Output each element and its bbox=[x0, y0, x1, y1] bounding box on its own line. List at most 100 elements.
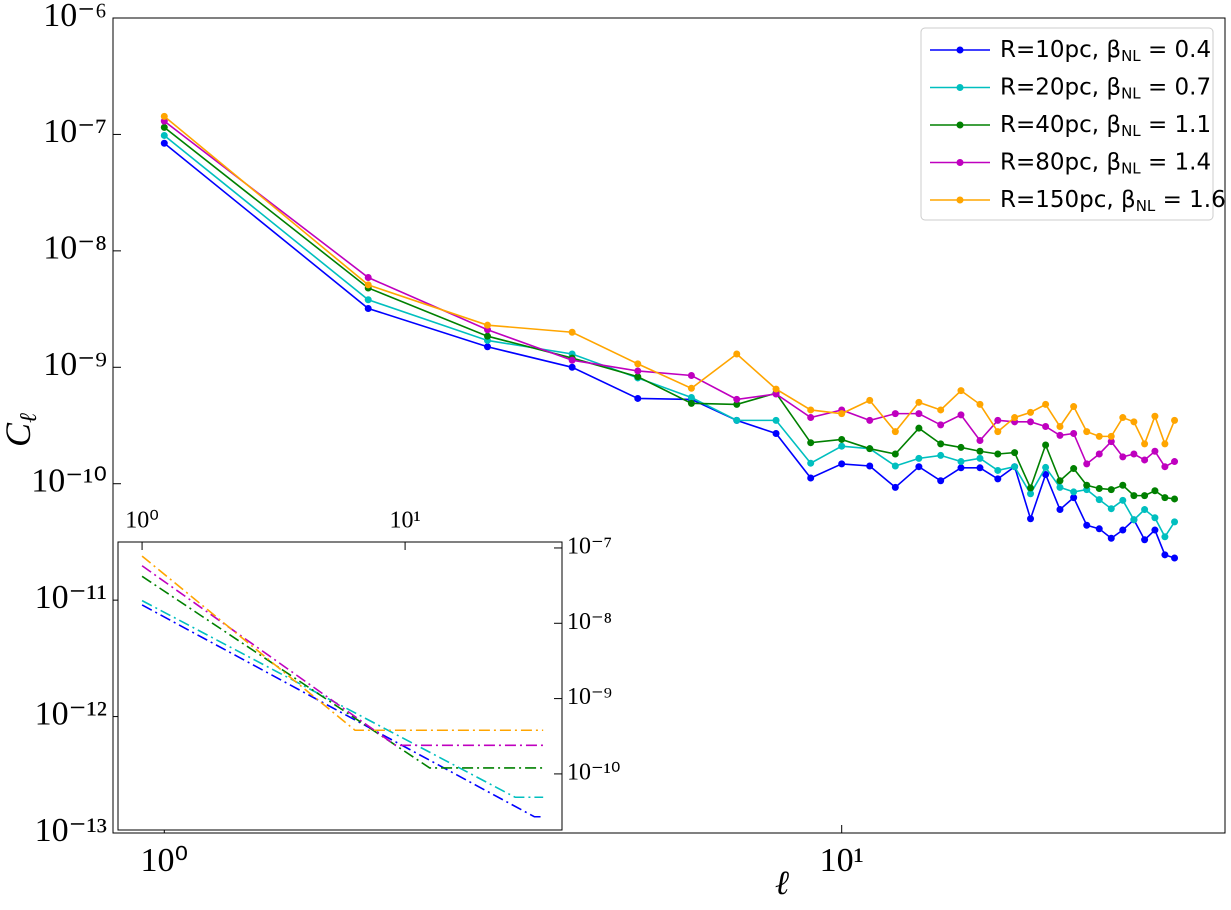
marker bbox=[1161, 551, 1169, 559]
marker bbox=[937, 477, 945, 485]
marker bbox=[687, 384, 695, 392]
marker bbox=[1171, 416, 1179, 424]
series-line bbox=[141, 604, 544, 818]
marker bbox=[1011, 449, 1019, 457]
marker bbox=[160, 131, 168, 139]
marker bbox=[634, 394, 642, 402]
marker bbox=[1161, 494, 1169, 502]
marker bbox=[891, 462, 899, 470]
marker bbox=[1042, 423, 1050, 431]
series-line bbox=[141, 565, 544, 747]
y-tick-label: 10⁻⁹ bbox=[567, 684, 612, 710]
marker bbox=[1119, 481, 1127, 489]
marker bbox=[1119, 414, 1127, 422]
marker bbox=[1083, 460, 1091, 468]
x-tick-label: 10¹ bbox=[820, 842, 864, 879]
marker bbox=[1119, 453, 1127, 461]
marker bbox=[838, 435, 846, 443]
marker bbox=[1027, 515, 1035, 523]
marker bbox=[364, 274, 372, 282]
marker bbox=[733, 350, 741, 358]
marker bbox=[483, 321, 491, 329]
marker bbox=[976, 447, 984, 455]
marker bbox=[1141, 440, 1149, 448]
marker bbox=[1070, 403, 1078, 411]
marker bbox=[937, 451, 945, 459]
marker bbox=[807, 459, 815, 467]
x-axis-label: ℓ bbox=[775, 865, 789, 902]
x-tick-label: 10⁰ bbox=[140, 842, 188, 879]
marker bbox=[976, 437, 984, 445]
series-line bbox=[141, 599, 544, 799]
marker bbox=[772, 390, 780, 398]
legend: R=10pc, βNL = 0.4 R=20pc, βNL = 0.7 R=40pc… bbox=[920, 27, 1226, 221]
legend-marker bbox=[956, 46, 964, 54]
marker bbox=[838, 410, 846, 418]
marker bbox=[568, 328, 576, 336]
marker bbox=[937, 440, 945, 448]
marker bbox=[733, 395, 741, 403]
x-tick-label: 10⁰ bbox=[125, 508, 159, 534]
marker bbox=[568, 356, 576, 364]
marker bbox=[160, 112, 168, 120]
marker bbox=[1151, 514, 1159, 522]
legend-frame bbox=[920, 27, 1214, 221]
marker bbox=[915, 454, 923, 462]
marker bbox=[634, 360, 642, 368]
marker bbox=[1161, 533, 1169, 541]
marker bbox=[1070, 488, 1078, 496]
marker bbox=[1056, 506, 1064, 514]
y-tick-label: 10⁻⁹ bbox=[43, 346, 107, 383]
legend-label: R=20pc, βNL = 0.7 bbox=[1000, 74, 1211, 102]
marker bbox=[1130, 492, 1138, 500]
marker bbox=[1070, 429, 1078, 437]
marker bbox=[957, 458, 965, 466]
marker bbox=[1119, 526, 1127, 534]
y-tick-label: 10⁻⁷ bbox=[43, 113, 107, 150]
legend-marker bbox=[956, 196, 964, 204]
marker bbox=[1119, 496, 1127, 504]
marker bbox=[364, 281, 372, 289]
marker bbox=[957, 411, 965, 419]
marker bbox=[994, 475, 1002, 483]
marker bbox=[994, 416, 1002, 424]
marker bbox=[1042, 441, 1050, 449]
marker bbox=[937, 406, 945, 414]
y-tick-label: 10⁻⁸ bbox=[43, 230, 107, 267]
marker bbox=[866, 462, 874, 470]
marker bbox=[976, 454, 984, 462]
marker bbox=[1042, 470, 1050, 478]
legend-marker bbox=[956, 84, 964, 91]
y-tick-label: 10⁻¹⁰ bbox=[31, 463, 107, 500]
marker bbox=[568, 363, 576, 371]
marker bbox=[891, 450, 899, 458]
marker bbox=[1042, 400, 1050, 408]
marker bbox=[1151, 487, 1159, 495]
legend-marker bbox=[956, 121, 964, 129]
marker bbox=[634, 373, 642, 381]
y-tick-label: 10⁻¹⁰ bbox=[567, 759, 620, 785]
marker bbox=[1107, 486, 1115, 494]
marker bbox=[891, 410, 899, 418]
marker bbox=[1141, 536, 1149, 544]
marker bbox=[1027, 408, 1035, 416]
marker bbox=[1161, 463, 1169, 471]
marker bbox=[807, 414, 815, 422]
marker bbox=[772, 416, 780, 424]
y-tick-label: 10⁻⁸ bbox=[567, 609, 612, 635]
marker bbox=[1011, 463, 1019, 471]
marker bbox=[1107, 505, 1115, 513]
marker bbox=[160, 139, 168, 147]
marker bbox=[1130, 450, 1138, 458]
marker bbox=[483, 332, 491, 340]
x-tick-label: 10¹ bbox=[389, 508, 420, 534]
marker bbox=[687, 372, 695, 380]
marker bbox=[1107, 432, 1115, 440]
marker bbox=[1095, 484, 1103, 492]
plot-frame bbox=[112, 17, 1226, 834]
marker bbox=[976, 464, 984, 472]
marker bbox=[891, 428, 899, 436]
marker bbox=[483, 343, 491, 351]
marker bbox=[1027, 484, 1035, 492]
legend-label: R=40pc, βNL = 1.1 bbox=[1000, 112, 1211, 140]
